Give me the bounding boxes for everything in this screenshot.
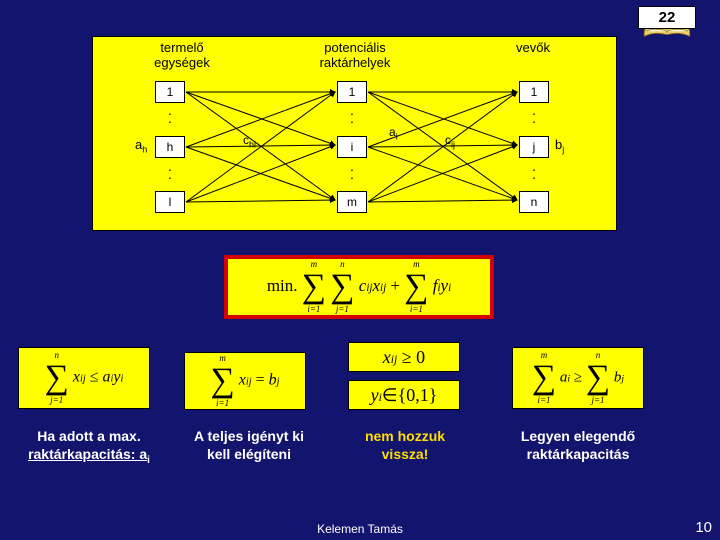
warehouse-node: i	[337, 136, 367, 158]
vertical-dots-icon: ··	[519, 165, 549, 182]
vertical-dots-icon: ··	[155, 165, 185, 182]
warehouse-node: 1	[337, 81, 367, 103]
footer-author: Kelemen Tamás	[0, 522, 720, 536]
customer-node: n	[519, 191, 549, 213]
label-a-h: ah	[135, 137, 147, 155]
vertical-dots-icon: ··	[155, 109, 185, 126]
objective-function: min. ∑mi=1 ∑nj=1 cijxij + ∑mi=1 fiyi	[224, 255, 494, 319]
page-badge-number: 22	[638, 6, 696, 29]
network-diagram: termelőegységek potenciálisraktárhelyek …	[92, 36, 617, 231]
vertical-dots-icon: ··	[337, 109, 367, 126]
constraint-nonneg: xij ≥ 0	[348, 342, 460, 372]
label-c-ij: cij	[445, 133, 455, 149]
constraint-binary: yi∈{0,1}	[348, 380, 460, 410]
caption-capacity: Ha adott a max. raktárkapacitás: ai	[14, 428, 164, 467]
producer-node: l	[155, 191, 185, 213]
constraint-total-capacity: ∑mi=1 ai ≥ ∑nj=1 bj	[512, 347, 644, 409]
warehouse-node: m	[337, 191, 367, 213]
label-b-j: bj	[555, 137, 564, 155]
vertical-dots-icon: ··	[337, 165, 367, 182]
customer-node: j	[519, 136, 549, 158]
vertical-dots-icon: ··	[519, 109, 549, 126]
footer-page-number: 10	[695, 519, 712, 536]
label-a-i: ai	[389, 125, 398, 141]
label-c-hi: chi	[243, 133, 256, 149]
page-badge: 22	[638, 6, 696, 38]
customer-node: 1	[519, 81, 549, 103]
caption-nonneg: nem hozzuk vissza!	[340, 428, 470, 463]
caption-total: Legyen elegendő raktárkapacitás	[498, 428, 658, 463]
caption-demand: A teljes igényt ki kell elégíteni	[184, 428, 314, 463]
constraint-demand: ∑mi=1 xij = bj	[184, 352, 306, 410]
producer-node: h	[155, 136, 185, 158]
constraint-capacity: ∑nj=1 xij ≤ aiyi	[18, 347, 150, 409]
producer-node: 1	[155, 81, 185, 103]
